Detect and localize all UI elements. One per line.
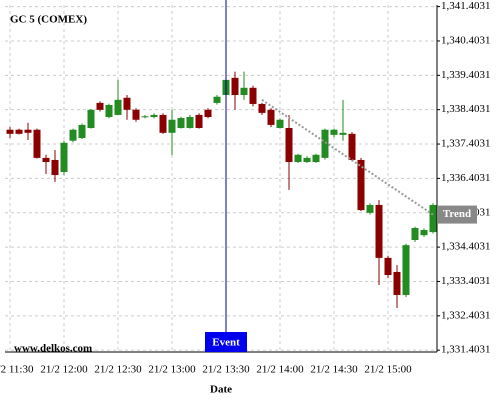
y-tick-label: 1,333.4031 — [441, 275, 491, 287]
candle-body — [429, 204, 437, 233]
candle-body — [312, 154, 320, 163]
candle-body — [141, 116, 149, 118]
candle-body — [366, 204, 374, 213]
chart-title: GC 5 (COMEX) — [10, 14, 87, 26]
candle-body — [231, 77, 239, 96]
overlay-layer: Trend Event — [205, 0, 477, 352]
candle-body — [123, 97, 131, 110]
candle-body — [195, 114, 203, 128]
candle-body — [51, 159, 59, 176]
event-label-box — [205, 332, 247, 352]
candle-body — [42, 157, 50, 163]
candle-body — [420, 230, 428, 236]
candle-body — [87, 109, 95, 128]
mark-layer — [6, 71, 437, 309]
candle-body — [213, 96, 221, 103]
x-tick-label: 21/2 13:00 — [148, 364, 196, 376]
candle-body — [132, 109, 140, 120]
candle-body — [204, 109, 212, 118]
candle-body — [330, 129, 338, 135]
x-tick-label: 21/2 11:30 — [0, 364, 34, 376]
x-tick-label: 21/2 14:00 — [256, 364, 304, 376]
candle-body — [357, 159, 365, 211]
candle-body — [33, 129, 41, 158]
candle-body — [186, 117, 194, 128]
candle-body — [303, 157, 311, 163]
candle-body — [384, 257, 392, 276]
candle-body — [168, 119, 176, 133]
candle-body — [150, 114, 158, 118]
y-tick-label: 1,340.4031 — [441, 34, 491, 46]
y-tick-label: 1,339.4031 — [441, 69, 491, 81]
candle-body — [69, 129, 77, 141]
x-tick-label: 21/2 12:30 — [94, 364, 142, 376]
candle-body — [60, 142, 68, 172]
candle-body — [96, 102, 104, 110]
candle-body — [105, 104, 113, 118]
candle-body — [285, 127, 293, 163]
candle-body — [240, 87, 248, 96]
y-tick-label: 1,336.4031 — [441, 172, 491, 184]
y-tick-label: 1,341.4031 — [441, 0, 491, 12]
candle-body — [393, 271, 401, 295]
candle-body — [159, 114, 167, 133]
candle-body — [276, 119, 284, 128]
candle-body — [249, 87, 257, 104]
candle-body — [339, 132, 347, 135]
candle-body — [114, 99, 122, 115]
y-tick-label: 1,337.4031 — [441, 138, 491, 150]
candle-body — [78, 124, 86, 138]
candle-body — [348, 133, 356, 160]
trend-label-box — [437, 205, 477, 224]
y-tick-label: 1,331.4031 — [441, 344, 491, 356]
grid-layer: 1,331.4031 1,332.4031 1,333.4031 1,334.4031… — [0, 0, 491, 375]
candle-body — [294, 154, 302, 163]
candle-body — [267, 109, 275, 125]
y-tick-label: 1,334.4031 — [441, 241, 491, 253]
candle-body — [15, 129, 23, 134]
watermark: www.delkos.com — [14, 343, 92, 355]
candle-body — [321, 129, 329, 158]
event-label: Event — [212, 337, 240, 349]
candle-body — [375, 204, 383, 258]
x-tick-label: 21/2 15:00 — [364, 364, 412, 376]
candle-body — [411, 227, 419, 240]
x-axis-label: Date — [210, 384, 232, 396]
candle-body — [6, 129, 14, 134]
x-tick-label: 21/2 14:30 — [310, 364, 358, 376]
candle-body — [177, 118, 185, 128]
trend-label: Trend — [443, 208, 471, 220]
candle-body — [402, 245, 410, 295]
x-tick-label: 21/2 13:30 — [202, 364, 250, 376]
candle-body — [258, 103, 266, 113]
y-tick-label: 1,332.4031 — [441, 309, 491, 321]
x-tick-label: 21/2 12:00 — [40, 364, 88, 376]
candle-body — [24, 129, 32, 133]
y-tick-label: 1,338.4031 — [441, 103, 491, 115]
